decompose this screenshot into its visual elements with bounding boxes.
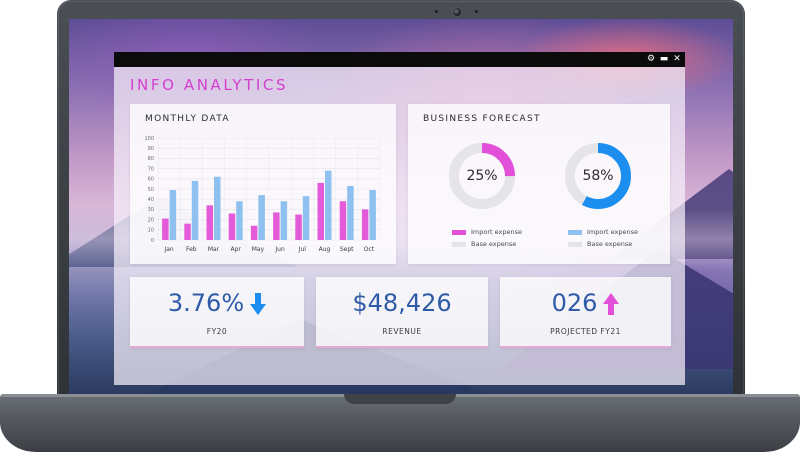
monthly-data-card: MONTHLY DATA 0 10 20 30 40 50 60 70 80 90 100 Jan Fe… <box>130 104 396 264</box>
bar-sept-series-2 <box>347 185 354 240</box>
kpi-label: REVENUE <box>382 327 422 336</box>
bar-jan-series-2 <box>169 190 177 240</box>
x-tick-label: Feb <box>186 246 197 253</box>
legend-item: Base expense <box>568 240 632 248</box>
kpi-accent-bar <box>130 346 304 348</box>
kpi-accent-bar <box>316 346 488 348</box>
sensor-dot <box>475 10 478 13</box>
legend-swatch <box>568 241 582 247</box>
y-tick-label: 90 <box>148 146 154 152</box>
donut-arc <box>449 143 515 209</box>
x-tick-label: Aug <box>319 246 331 253</box>
x-tick-label: May <box>252 246 265 253</box>
bar-sept-series-1 <box>339 201 347 240</box>
card-title: BUSINESS FORECAST <box>423 114 541 124</box>
screen: ⚙ ▬ ✕ INFO ANALYTICS MONTHLY DATA 0 10 20 3… <box>69 19 733 395</box>
bar-jan-series-1 <box>162 218 169 240</box>
card-title: MONTHLY DATA <box>145 114 230 124</box>
legend-label: Base expense <box>587 240 633 248</box>
x-tick-label: Mar <box>208 246 220 253</box>
kpi-value: 026 <box>500 289 671 317</box>
legend-swatch <box>452 229 466 235</box>
x-tick-label: Oct <box>364 246 375 253</box>
kpi-card-fy20: 3.76% FY20 <box>130 277 304 348</box>
y-tick-label: 80 <box>148 156 154 162</box>
kpi-accent-bar <box>500 346 671 348</box>
business-forecast-card: BUSINESS FORECAST 25% 58% Import expense <box>408 104 670 264</box>
legend-label: Import expense <box>587 228 639 236</box>
bar-apr-series-1 <box>228 213 236 240</box>
bar-feb-series-2 <box>191 180 199 240</box>
bar-aug-series-2 <box>325 170 332 240</box>
kpi-number: 026 <box>551 289 598 317</box>
kpi-value: 3.76% <box>130 289 304 317</box>
minimize-icon[interactable]: ▬ <box>659 54 669 64</box>
kpi-number: 3.76% <box>167 289 245 317</box>
y-tick-label: 20 <box>148 217 154 223</box>
y-tick-label: 40 <box>148 197 154 203</box>
app-title: INFO ANALYTICS <box>130 76 289 94</box>
y-tick-label: 10 <box>148 228 154 234</box>
kpi-card-revenue: $48,426 REVENUE <box>316 277 488 348</box>
donut-ring <box>449 143 515 209</box>
monthly-bar-chart: 0 10 20 30 40 50 60 70 80 90 100 Jan Feb Mar Apr May Jun… <box>144 136 381 253</box>
gear-icon[interactable]: ⚙ <box>646 54 656 64</box>
legend-swatch <box>568 229 582 235</box>
legend-label: Base expense <box>471 240 517 248</box>
kpi-value: $48,426 <box>316 289 488 317</box>
legend-item: Import expense <box>452 228 522 236</box>
legend-item: Import expense <box>568 228 638 236</box>
donut-chart-import: 25% <box>446 140 518 212</box>
x-tick-label: Sept <box>340 246 354 253</box>
bar-aug-series-1 <box>317 182 324 240</box>
y-tick-label: 0 <box>151 238 154 244</box>
y-tick-label: 100 <box>144 136 154 142</box>
app-window: ⚙ ▬ ✕ INFO ANALYTICS MONTHLY DATA 0 10 20 3… <box>114 52 685 385</box>
donut-chart-base: 58% <box>562 140 634 212</box>
donut-percent: 58% <box>582 168 614 184</box>
arrow-up-icon <box>603 293 620 315</box>
kpi-number: $48,426 <box>352 289 452 317</box>
title-bar[interactable]: ⚙ ▬ ✕ <box>114 52 685 67</box>
legend-label: Import expense <box>471 228 523 236</box>
y-tick-label: 60 <box>148 177 154 183</box>
legend-item: Base expense <box>452 240 516 248</box>
bar-oct-series-1 <box>361 209 369 240</box>
bar-jun-series-1 <box>273 212 280 240</box>
webcam <box>452 7 462 17</box>
donut-arc <box>565 143 631 209</box>
kpi-label: FY20 <box>206 327 228 336</box>
y-tick-label: 30 <box>148 207 154 213</box>
legend-swatch <box>452 241 466 247</box>
bar-jul-series-2 <box>302 196 310 240</box>
x-tick-label: Jun <box>274 246 285 253</box>
close-icon[interactable]: ✕ <box>673 54 681 64</box>
x-tick-label: Apr <box>231 246 242 253</box>
kpi-label: PROJECTED FY21 <box>550 327 621 336</box>
x-tick-label: Jul <box>298 246 307 253</box>
kpi-card-projected: 026 PROJECTED FY21 <box>500 277 671 348</box>
y-tick-label: 70 <box>148 166 154 172</box>
bar-may-series-1 <box>250 225 258 240</box>
y-tick-label: 50 <box>148 187 154 193</box>
bar-oct-series-2 <box>369 190 376 240</box>
donut-percent: 25% <box>466 168 498 184</box>
bar-may-series-2 <box>258 195 265 240</box>
donut-ring <box>565 143 631 209</box>
arrow-down-icon <box>250 293 267 315</box>
x-tick-label: Jan <box>163 246 173 253</box>
bar-jun-series-2 <box>280 201 288 240</box>
bar-mar-series-1 <box>206 205 213 240</box>
bar-apr-series-2 <box>236 201 243 240</box>
bar-jul-series-1 <box>295 214 302 240</box>
laptop-hinge-notch <box>344 394 456 404</box>
sensor-dot <box>435 10 438 13</box>
bar-mar-series-2 <box>214 176 221 240</box>
bar-feb-series-1 <box>184 223 191 240</box>
